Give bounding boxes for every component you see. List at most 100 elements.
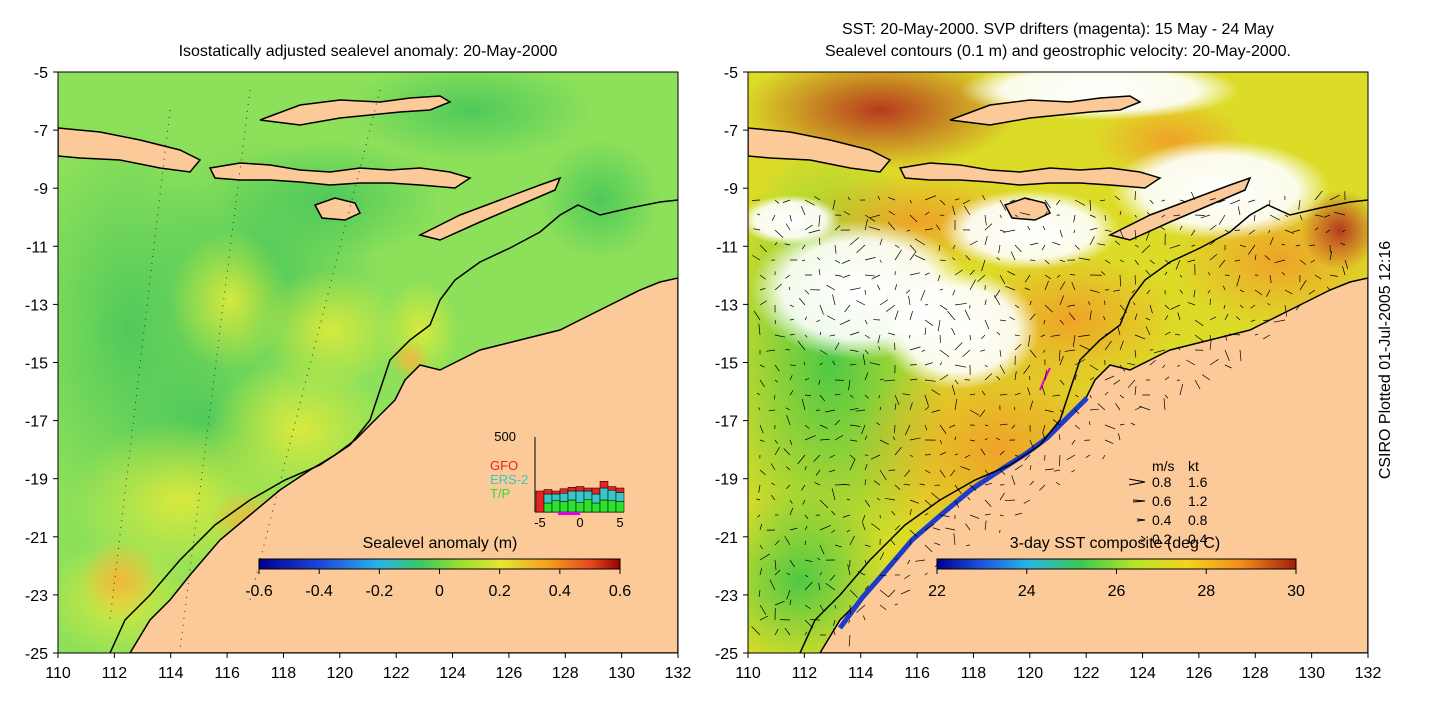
velocity-arrow <box>849 237 859 246</box>
velocity-arrow <box>864 585 869 591</box>
velocity-arrow <box>962 349 971 358</box>
velocity-arrow <box>1329 194 1340 201</box>
velocity-arrow <box>939 362 943 366</box>
velocity-arrow <box>939 469 946 478</box>
velocity-arrow <box>1224 229 1230 233</box>
velocity-arrow <box>843 211 851 216</box>
velocity-arrow <box>999 229 1007 233</box>
velocity-arrow <box>1119 313 1125 321</box>
velocity-arrow <box>1097 403 1106 411</box>
y-tick-label: -25 <box>25 646 48 663</box>
velocity-arrow <box>984 214 987 226</box>
velocity-arrow <box>1329 274 1339 277</box>
velocity-arrow <box>1164 315 1169 321</box>
velocity-arrow <box>924 379 936 382</box>
inset-bar-gfo <box>551 490 561 495</box>
x-tick-label: 118 <box>271 665 297 682</box>
right-java-land <box>748 127 892 173</box>
x-tick-label: 120 <box>1016 665 1043 682</box>
velocity-arrow <box>969 393 976 396</box>
velocity-arrow <box>756 213 761 216</box>
velocity-arrow <box>1262 334 1271 340</box>
inset-bar-ers2 <box>567 490 577 501</box>
velocity-arrow <box>1023 364 1031 375</box>
velocity-arrow <box>804 199 815 206</box>
velocity-arrow <box>1342 266 1346 276</box>
velocity-arrow <box>1042 424 1046 434</box>
velocity-arrow <box>954 269 963 276</box>
velocity-arrow <box>849 407 859 411</box>
velocity-arrow <box>759 379 765 388</box>
velocity-arrow <box>939 514 950 518</box>
velocity-arrow <box>1103 315 1106 321</box>
velocity-arrow <box>904 469 911 477</box>
velocity-arrow <box>999 274 1006 285</box>
velocity-arrow <box>752 255 761 261</box>
velocity-arrow <box>1071 439 1076 445</box>
velocity-arrow <box>1119 364 1126 372</box>
velocity-arrow <box>1169 244 1181 249</box>
velocity-arrow <box>1024 197 1031 201</box>
velocity-arrow <box>984 499 992 508</box>
velocity-arrow <box>937 319 941 332</box>
velocity-arrow <box>938 244 941 252</box>
velocity-arrow <box>784 243 791 246</box>
inset-x-ticks: -5 0 5 <box>534 515 623 530</box>
velocity-arrow <box>1237 206 1241 216</box>
velocity-arrow <box>1314 274 1322 280</box>
velocity-arrow <box>1239 349 1242 362</box>
velocity-arrow <box>1223 304 1226 310</box>
velocity-arrow <box>894 342 896 351</box>
velocity-arrow <box>1114 240 1121 246</box>
velocity-arrow <box>1073 229 1076 234</box>
velocity-arrow <box>1024 454 1031 461</box>
velocity-arrow <box>1064 349 1076 352</box>
velocity-arrow <box>1072 334 1076 347</box>
velocity-arrow <box>1014 392 1021 396</box>
velocity-arrow <box>864 349 869 355</box>
velocity-arrow <box>1074 409 1080 414</box>
velocity-arrow <box>909 251 916 261</box>
velocity-arrow <box>774 559 777 571</box>
x-tick-label: 116 <box>214 665 240 682</box>
velocity-arrow <box>1078 257 1091 261</box>
velocity-arrow <box>1209 240 1215 246</box>
left-java-land <box>58 127 202 173</box>
velocity-arrow <box>1078 334 1091 337</box>
velocity-legend-ms: 0.4 <box>1152 512 1172 528</box>
velocity-arrow <box>980 349 986 352</box>
velocity-arrow <box>1117 326 1121 336</box>
x-tick-label: 122 <box>383 665 410 682</box>
velocity-arrow <box>1010 251 1016 261</box>
velocity-arrow <box>1104 391 1109 396</box>
inset-bar-ers2 <box>591 493 601 504</box>
velocity-arrow <box>846 498 851 501</box>
velocity-arrow <box>1019 212 1031 216</box>
velocity-arrow <box>1269 274 1272 284</box>
inset-bar-ers2 <box>551 493 561 501</box>
inset-bar-tp <box>551 500 561 513</box>
velocity-arrow <box>783 448 791 456</box>
velocity-arrow <box>804 631 808 636</box>
velocity-arrow <box>819 394 826 402</box>
velocity-arrow <box>1161 214 1166 218</box>
colorbar-tick-label: 0.4 <box>549 583 571 600</box>
velocity-arrow <box>1200 214 1211 219</box>
left-bali-land <box>208 162 472 189</box>
velocity-arrow <box>1074 394 1079 398</box>
velocity-arrow <box>1059 409 1064 414</box>
velocity-arrow <box>870 454 881 460</box>
velocity-arrow <box>1326 286 1331 291</box>
left-map-axes: 110 112 114 116 118 120 122 124 126 128 130 132 -5 -7… <box>25 65 692 682</box>
velocity-arrow <box>952 205 956 216</box>
y-tick-label: -9 <box>724 181 738 198</box>
inset-bar-ers2 <box>559 493 569 502</box>
velocity-arrow <box>804 334 808 338</box>
velocity-arrow <box>883 379 896 382</box>
velocity-arrow <box>879 439 890 445</box>
y-tick-label: -21 <box>25 530 48 547</box>
velocity-arrow <box>969 279 976 291</box>
velocity-arrow <box>834 225 841 231</box>
velocity-arrow <box>909 311 913 321</box>
velocity-arrow <box>999 423 1008 426</box>
